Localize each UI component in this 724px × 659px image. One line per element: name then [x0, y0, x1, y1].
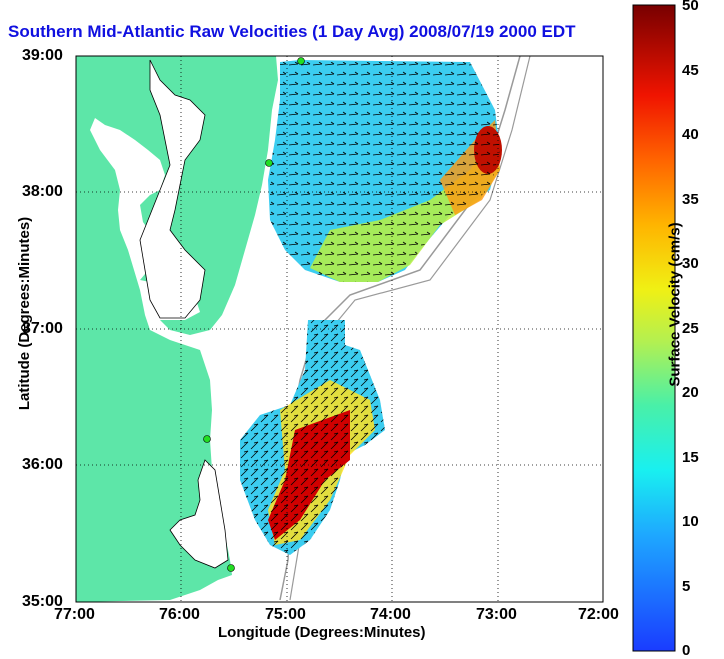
x-tick-label: 77:00 — [54, 606, 95, 623]
colorbar-tick: 40 — [682, 126, 699, 143]
colorbar-tick: 20 — [682, 384, 699, 401]
x-tick-label: 73:00 — [476, 606, 517, 623]
x-tick-label: 72:00 — [578, 606, 619, 623]
colorbar-tick: 30 — [682, 255, 699, 272]
colorbar-tick: 0 — [682, 642, 691, 659]
pamlico-sound — [169, 459, 229, 569]
y-tick-label: 39:00 — [22, 47, 63, 64]
colorbar — [632, 4, 676, 652]
colorbar-tick: 15 — [682, 449, 699, 466]
x-tick-label: 75:00 — [265, 606, 306, 623]
y-tick-label: 36:00 — [22, 456, 63, 473]
grid — [76, 56, 603, 602]
x-tick-label: 76:00 — [159, 606, 200, 623]
colorbar-tick: 50 — [682, 0, 699, 14]
station-marker — [297, 57, 305, 65]
colorbar-tick: 5 — [682, 578, 691, 595]
colorbar-label: Surface Velocity (cm/s) — [666, 222, 684, 387]
colorbar-tick: 45 — [682, 62, 699, 79]
y-tick-label: 35:00 — [22, 593, 63, 610]
map-title: Southern Mid-Atlantic Raw Velocities (1 … — [8, 22, 576, 41]
y-tick-label: 38:00 — [22, 183, 63, 200]
colorbar-tick: 10 — [682, 513, 699, 530]
y-tick-label: 37:00 — [22, 320, 63, 337]
x-axis-label: Longitude (Degrees:Minutes) — [218, 624, 426, 641]
y-axis-label: Latitude (Degrees:Minutes) — [16, 216, 34, 411]
station-marker — [265, 159, 273, 167]
chesapeake-bay — [139, 59, 206, 319]
station-marker — [227, 564, 235, 572]
x-tick-label: 74:00 — [370, 606, 411, 623]
plot-frame — [75, 55, 604, 603]
station-marker — [203, 435, 211, 443]
colorbar-tick: 35 — [682, 191, 699, 208]
colorbar-tick: 25 — [682, 320, 699, 337]
